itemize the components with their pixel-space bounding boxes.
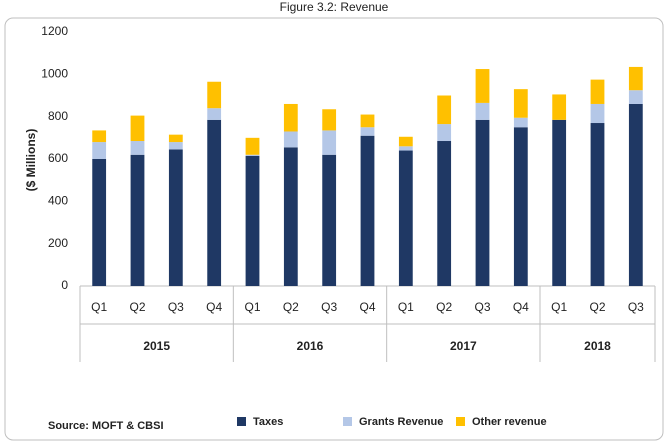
bar-segment	[398, 146, 413, 151]
y-axis-label: ($ Millions)	[24, 129, 38, 192]
bar-segment	[283, 147, 298, 286]
legend-label: Other revenue	[472, 416, 547, 428]
bar-segment	[437, 95, 452, 125]
bar-segment	[360, 114, 375, 128]
x-tick-label: Q3	[321, 300, 337, 314]
bar-segment	[322, 130, 337, 155]
x-tick-label: Q3	[628, 300, 644, 314]
x-tick-label: Q4	[513, 300, 529, 314]
bar-segment	[552, 94, 567, 120]
bar-segment	[168, 149, 183, 286]
bar-segment	[513, 127, 528, 286]
x-tick-label: Q4	[206, 300, 222, 314]
legend-swatch	[456, 417, 465, 426]
bar-segment	[360, 135, 375, 286]
bar-segment	[207, 119, 222, 286]
bar-segment	[130, 141, 145, 155]
bar-segment	[283, 103, 298, 132]
y-tick-label: 400	[48, 194, 68, 208]
bar-segment	[513, 117, 528, 128]
y-tick-label: 0	[61, 278, 68, 292]
x-tick-label: Q2	[589, 300, 605, 314]
bar-segment	[590, 123, 605, 287]
bar-segment	[398, 150, 413, 286]
group-label: 2016	[297, 339, 324, 353]
x-tick-label: Q1	[551, 300, 567, 314]
legend-swatch	[343, 417, 352, 426]
x-tick-label: Q1	[398, 300, 414, 314]
bar-segment	[437, 124, 452, 142]
y-tick-label: 800	[48, 109, 68, 123]
bar-segment	[513, 89, 528, 118]
bar-segment	[437, 141, 452, 286]
bar-segment	[628, 90, 643, 104]
bar-segment	[590, 103, 605, 124]
legend-label: Taxes	[253, 416, 283, 428]
x-tick-label: Q1	[244, 300, 260, 314]
bar-segment	[283, 131, 298, 148]
bar-segment	[168, 142, 183, 150]
bar-segment	[168, 134, 183, 143]
bar-segment	[245, 154, 260, 156]
y-tick-label: 1000	[41, 67, 68, 81]
bar-segment	[92, 142, 107, 159]
bar-segment	[398, 136, 413, 147]
group-label: 2015	[143, 339, 170, 353]
y-tick-label: 600	[48, 151, 68, 165]
bar-segment	[475, 119, 490, 286]
y-tick-label: 1200	[41, 24, 68, 38]
bar-segment	[628, 103, 643, 286]
legend-swatch	[237, 417, 246, 426]
x-tick-label: Q1	[91, 300, 107, 314]
y-tick-label: 200	[48, 236, 68, 250]
chart-title: Figure 3.2: Revenue	[280, 0, 389, 14]
bar-segment	[360, 127, 375, 136]
x-tick-label: Q2	[283, 300, 299, 314]
bar-segment	[92, 159, 107, 286]
group-label: 2017	[450, 339, 477, 353]
x-tick-label: Q3	[474, 300, 490, 314]
bar-segment	[245, 137, 260, 155]
source-note: Source: MOFT & CBSI	[48, 420, 164, 432]
x-tick-label: Q2	[436, 300, 452, 314]
bar-segment	[475, 69, 490, 103]
bar-segment	[322, 154, 337, 286]
x-tick-label: Q4	[359, 300, 375, 314]
bar-segment	[245, 155, 260, 286]
bar-segment	[207, 81, 222, 109]
bar-segment	[590, 79, 605, 104]
bar-segment	[130, 115, 145, 142]
bar-segment	[130, 154, 145, 286]
legend-label: Grants Revenue	[359, 416, 443, 428]
bar-segment	[92, 130, 107, 143]
bar-segment	[322, 109, 337, 131]
bar-segment	[552, 119, 567, 286]
bar-segment	[628, 66, 643, 91]
bar-segment	[475, 102, 490, 120]
x-tick-label: Q2	[129, 300, 145, 314]
group-label: 2018	[584, 339, 611, 353]
bar-segment	[207, 108, 222, 120]
x-tick-label: Q3	[168, 300, 184, 314]
